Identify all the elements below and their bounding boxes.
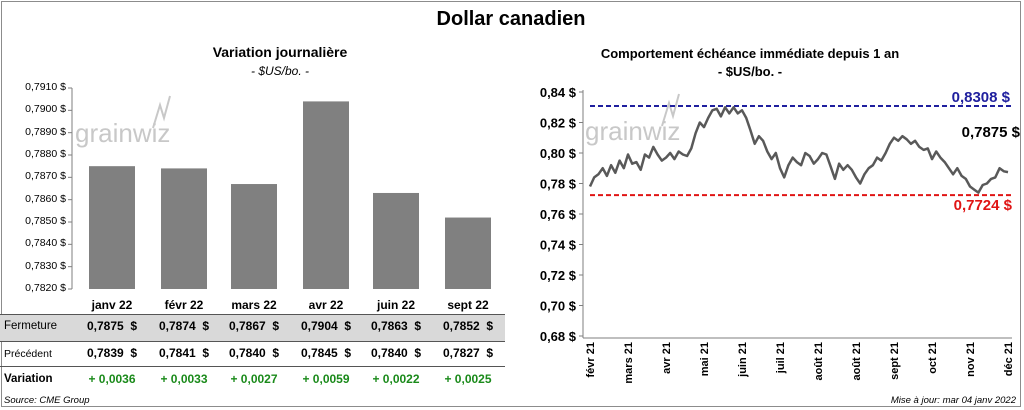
y-tick-label: 0,7840 $ (25, 237, 66, 250)
line-x-ticks: févr 21 mars 21 avr 21 mai 21 juin 21 juil 21… (585, 342, 1015, 384)
low-value-label: 0,7724 $ (954, 197, 1013, 214)
variation-cell: + 0,0022 (372, 372, 420, 386)
last-value-label: 0,7875 $ (962, 124, 1021, 141)
category-label: févr 22 (164, 298, 204, 312)
source-note: Source: CME Group (4, 395, 90, 406)
x-tick-label: nov 21 (965, 342, 977, 377)
bar (231, 184, 277, 289)
precedent-cell: 0,7827 $ (442, 346, 494, 360)
y-tick-label: 0,7850 $ (25, 215, 66, 227)
y-tick-label: 0,7870 $ (25, 170, 66, 183)
variation-cell: + 0,0059 (302, 372, 350, 386)
x-tick-label: oct 21 (927, 342, 939, 374)
table-divider (0, 366, 505, 367)
y-tick-label: 0,82 $ (540, 116, 577, 131)
y-tick-label: 0,84 $ (540, 85, 577, 100)
x-tick-label: févr 21 (585, 342, 597, 377)
right-chart-title: Comportement échéance immédiate depuis 1… (600, 46, 900, 61)
x-tick-label: août 21 (813, 342, 825, 381)
bar (303, 101, 349, 290)
left-chart-unit: - $US/bo. - (250, 64, 310, 78)
bar (89, 166, 135, 289)
fermeture-cell: 0,7863 $ (370, 319, 422, 333)
row-label-precedent: Précédent (4, 348, 52, 360)
watermark-logo-icon (661, 93, 680, 127)
variation-cell: + 0,0025 (444, 372, 492, 386)
bar (445, 217, 491, 289)
price-series-line (588, 106, 1009, 194)
y-tick-label: 0,7830 $ (25, 259, 66, 272)
precedent-cell: 0,7840 $ (228, 346, 280, 360)
variation-cell: + 0,0027 (230, 372, 278, 386)
y-tick-label: 0,74 $ (540, 238, 577, 253)
y-tick-label: 0,7820 $ (25, 282, 66, 294)
category-label: juin 22 (376, 298, 415, 312)
y-tick-label: 0,72 $ (540, 268, 577, 283)
x-tick-label: déc 21 (1003, 342, 1015, 376)
variation-cell: + 0,0033 (160, 372, 208, 386)
y-tick-label: 0,76 $ (540, 207, 577, 222)
data-table (0, 300, 510, 372)
category-label: sept 22 (447, 298, 489, 312)
line-y-ticks: 0,84 $ 0,82 $ 0,80 $ 0,78 $ 0,76 $ 0,74 $ 0,72… (540, 85, 583, 344)
x-tick-label: août 21 (851, 342, 863, 381)
left-chart-title: Variation journalière (212, 44, 348, 60)
bar (161, 168, 207, 289)
y-tick-label: 0,78 $ (540, 177, 577, 192)
category-label: avr 22 (308, 298, 344, 312)
precedent-cell: 0,7839 $ (86, 346, 138, 360)
x-tick-label: mars 21 (623, 342, 635, 384)
high-value-label: 0,8308 $ (952, 89, 1011, 106)
right-chart-unit: - $US/bo. - (717, 64, 783, 79)
row-fermeture-bg (0, 314, 505, 342)
category-label: mars 22 (231, 298, 277, 312)
x-tick-label: mai 21 (699, 342, 711, 376)
row-label-variation: Variation (4, 373, 53, 385)
category-label: janv 22 (91, 298, 133, 312)
x-tick-label: avr 21 (661, 342, 673, 374)
y-tick-label: 0,7910 $ (25, 81, 66, 93)
x-tick-label: juil 21 (775, 342, 787, 374)
precedent-cell: 0,7845 $ (300, 346, 352, 360)
y-ticks (68, 87, 72, 290)
row-label-fermeture: Fermeture (4, 320, 58, 332)
fermeture-cell: 0,7904 $ (300, 319, 352, 333)
page-title: Dollar canadien (436, 8, 586, 30)
watermark: grainwiz (585, 116, 680, 146)
update-note: Mise à jour: mar 04 janv 2022 (890, 395, 1016, 406)
y-tick-label: 0,80 $ (540, 146, 577, 161)
y-tick-label: 0,7900 $ (25, 103, 66, 116)
y-tick-label: 0,7880 $ (25, 148, 66, 160)
bars (89, 101, 491, 290)
y-tick-label: 0,7860 $ (25, 192, 66, 205)
bar (373, 192, 419, 289)
watermark-logo-icon (152, 95, 171, 129)
precedent-cell: 0,7840 $ (370, 346, 422, 360)
fermeture-cell: 0,7852 $ (442, 319, 494, 333)
bar-chart: grainwiz (68, 87, 491, 290)
x-tick-label: juin 21 (737, 342, 749, 378)
variation-cell: + 0,0036 (88, 372, 136, 386)
fermeture-cell: 0,7867 $ (228, 319, 280, 333)
y-tick-label: 0,70 $ (540, 299, 577, 314)
x-tick-label: sept 21 (889, 342, 901, 380)
fermeture-cell: 0,7874 $ (158, 319, 210, 333)
y-tick-label: 0,7890 $ (25, 125, 66, 138)
precedent-cell: 0,7841 $ (158, 346, 210, 360)
y-tick-label: 0,68 $ (540, 329, 577, 344)
fermeture-cell: 0,7875 $ (86, 319, 138, 333)
